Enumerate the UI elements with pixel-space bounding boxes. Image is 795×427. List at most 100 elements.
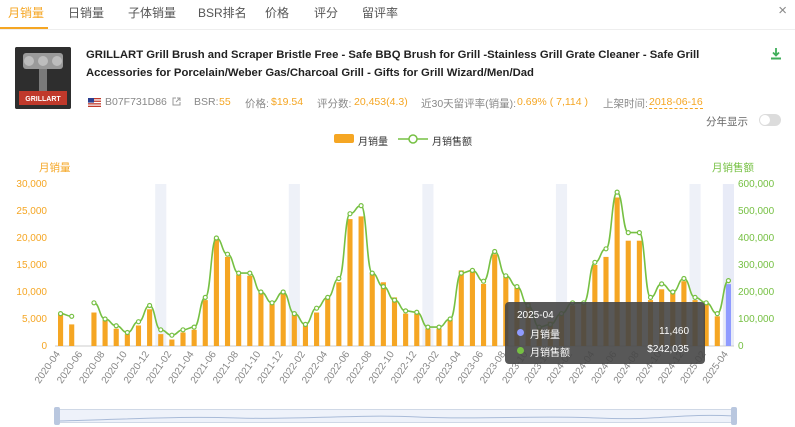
revenue-point-2022-01: [291, 311, 297, 317]
revenue-point-2020-12: [147, 302, 153, 309]
bar-2022-03: [314, 312, 320, 346]
tab-price[interactable]: 价格: [265, 6, 290, 20]
bar-2022-07: [358, 216, 364, 346]
tab-child-sales[interactable]: 子体销量: [128, 6, 177, 20]
year-band: [555, 184, 568, 346]
legend-sales-label: 月销量: [358, 137, 388, 148]
revenue-point-2020-05: [69, 313, 75, 319]
bar-2020-07: [91, 312, 97, 346]
bar-2021-01: [158, 334, 164, 346]
bar-2023-03: [447, 320, 453, 346]
bar-2022-12: [414, 313, 420, 346]
revenue-point-2020-08: [102, 316, 108, 322]
slider-handle-right[interactable]: [731, 407, 737, 425]
tab-daily-sales[interactable]: 日销量: [68, 6, 105, 20]
launch-date-label: 上架时间:: [603, 98, 648, 110]
bar-2020-08: [102, 320, 108, 346]
active-tab-indicator: [0, 27, 48, 29]
product-thumbnail[interactable]: GRILLART: [15, 47, 71, 109]
revenue-point-2025-01: [692, 294, 698, 300]
y-left-tick-label: 30,000: [16, 179, 47, 190]
revenue-point-2022-06: [347, 211, 353, 217]
bar-2023-07: [492, 254, 498, 346]
sales-chart[interactable]: 30,000 25,000 20,000 15,000 10,000 5,000 0 600,…: [0, 170, 795, 406]
revenue-point-2024-05: [603, 246, 609, 252]
tab-review-rate[interactable]: 留评率: [362, 6, 399, 20]
revenue-point-2020-07: [91, 300, 97, 306]
bar-2024-07: [625, 240, 631, 346]
revenue-point-2023-06: [480, 278, 487, 284]
chart-tooltip: 2025-04 月销量 11,460 月销售额 $242,035: [505, 302, 705, 364]
bar-2020-10: [124, 334, 130, 346]
bar-2024-05: [603, 256, 609, 346]
bar-2020-09: [113, 328, 119, 346]
download-icon[interactable]: [769, 47, 783, 61]
revenue-point-2021-05: [202, 294, 208, 300]
y-right-tick-label: 100,000: [738, 314, 775, 325]
revenue-point-2021-07: [224, 251, 231, 257]
bar-2023-01: [425, 328, 431, 346]
price-value: $19.54: [271, 96, 304, 108]
revenue-point-2023-07: [492, 248, 498, 255]
rating-value: 20,453(4.3): [354, 96, 408, 108]
bar-2021-10: [258, 293, 264, 346]
y-left-tick-label: 5,000: [22, 314, 47, 325]
close-icon[interactable]: ×: [778, 2, 787, 19]
bar-2023-05: [469, 269, 475, 346]
bar-2022-11: [403, 313, 409, 346]
tooltip-sales-dot: [517, 329, 524, 336]
revenue-point-2021-08: [236, 270, 242, 276]
legend-revenue-label: 月销售额: [432, 137, 472, 148]
tooltip-sales-value: 11,460: [659, 326, 689, 337]
bar-2022-04: [325, 298, 331, 346]
bar-2022-05: [336, 282, 342, 346]
tab-monthly-sales[interactable]: 月销量: [8, 6, 45, 20]
revenue-point-2022-03: [313, 305, 320, 311]
external-link-icon[interactable]: [172, 97, 181, 106]
bsr-label: BSR:: [194, 96, 219, 108]
bar-2021-08: [236, 274, 242, 346]
product-title[interactable]: GRILLART Grill Brush and Scraper Bristle…: [86, 49, 700, 79]
bar-2021-05: [202, 300, 208, 346]
y-left-tick-label: 10,000: [16, 287, 47, 298]
revenue-point-2024-08: [636, 230, 642, 236]
review-rate-value: 0.69% ( 7,114 ): [517, 96, 589, 108]
revenue-point-2021-02: [169, 332, 175, 338]
revenue-line: [93, 191, 730, 337]
revenue-point-2021-01: [158, 327, 164, 333]
revenue-point-2023-02: [436, 324, 442, 330]
y-right-tick-label: 500,000: [738, 206, 775, 217]
revenue-point-2022-12: [414, 309, 420, 315]
revenue-point-2022-02: [302, 321, 309, 327]
tab-bsr-rank[interactable]: BSR排名: [198, 6, 247, 20]
year-band: [155, 184, 167, 346]
tooltip-revenue-label: 月销售额: [530, 348, 570, 359]
asin[interactable]: B07F731D86: [105, 96, 167, 108]
revenue-point-2021-09: [247, 270, 253, 276]
bar-2022-06: [347, 219, 353, 346]
y-left-tick-label: 20,000: [16, 233, 47, 244]
revenue-point-2024-07: [625, 230, 631, 236]
bar-2020-05: [69, 324, 75, 346]
revenue-point-2024-10: [659, 281, 665, 287]
bar-2025-04: [725, 284, 731, 346]
y-left-tick-label: 0: [41, 341, 47, 352]
rating-label: 评分数:: [317, 98, 352, 110]
slider-preview: [57, 414, 736, 422]
revenue-point-2020-11: [135, 319, 142, 325]
revenue-point-2023-04: [458, 270, 464, 276]
us-flag-icon: [88, 98, 101, 107]
revenue-point-2025-03: [714, 311, 720, 317]
tab-rating[interactable]: 评分: [314, 6, 339, 20]
revenue-point-2023-01: [425, 324, 431, 330]
revenue-point-2021-06: [213, 235, 220, 241]
y-right-tick-label: 200,000: [738, 287, 775, 298]
data-zoom-slider[interactable]: [57, 409, 736, 423]
revenue-point-2021-03: [180, 327, 186, 333]
slider-handle-left[interactable]: [54, 407, 60, 425]
yearly-toggle[interactable]: [759, 114, 781, 126]
revenue-point-2020-04: [57, 311, 64, 317]
bar-2023-04: [458, 270, 464, 346]
launch-date-value[interactable]: 2018-06-16: [649, 96, 703, 109]
revenue-point-2021-10: [258, 289, 264, 295]
